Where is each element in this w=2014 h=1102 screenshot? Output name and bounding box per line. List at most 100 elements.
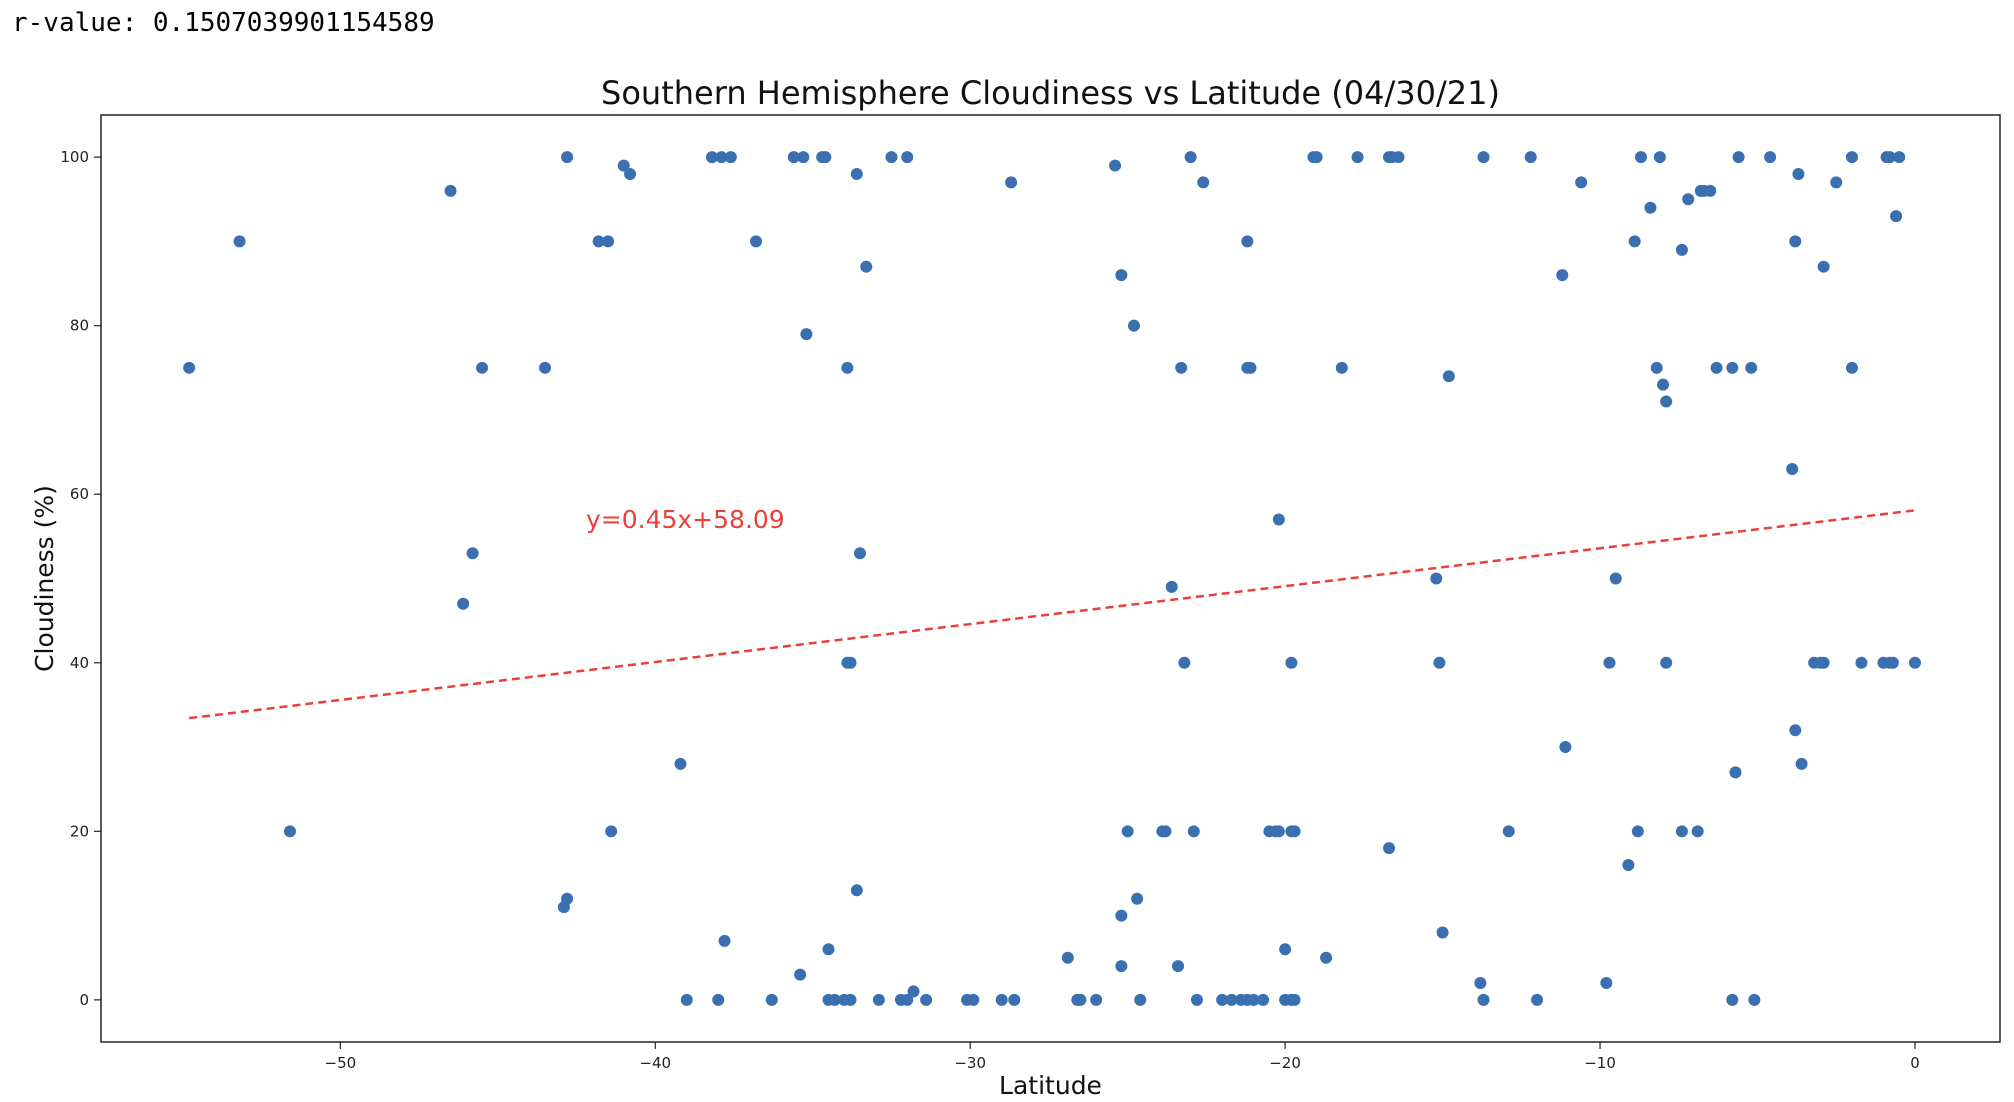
data-point	[787, 151, 800, 164]
data-point	[1430, 572, 1443, 585]
x-tick-label: −50	[325, 1054, 357, 1072]
data-point	[1165, 580, 1178, 593]
data-point	[466, 547, 479, 560]
data-point	[1845, 361, 1858, 374]
data-point	[1474, 977, 1487, 990]
data-point	[1890, 210, 1903, 223]
x-tick-label: −30	[954, 1054, 986, 1072]
data-point	[183, 361, 196, 374]
data-point	[967, 993, 980, 1006]
data-point	[1335, 361, 1348, 374]
data-point	[1351, 151, 1364, 164]
data-point	[1817, 656, 1830, 669]
data-point	[1131, 892, 1144, 905]
data-point	[1628, 235, 1641, 248]
data-point	[1795, 757, 1808, 770]
data-point	[1653, 151, 1666, 164]
data-point	[605, 825, 618, 838]
data-point	[794, 968, 807, 981]
y-tick-label: 60	[70, 485, 89, 503]
data-point	[750, 235, 763, 248]
data-point	[1745, 361, 1758, 374]
x-axis-ticks: −50 −40 −30 −20 −10 0	[325, 1042, 1920, 1072]
data-point	[1559, 741, 1572, 754]
data-point	[1786, 462, 1799, 475]
data-point	[1115, 909, 1128, 922]
data-point	[850, 167, 863, 180]
data-point	[901, 993, 914, 1006]
y-axis-label: Cloudiness (%)	[30, 485, 59, 672]
data-point	[1893, 151, 1906, 164]
data-point	[718, 934, 731, 947]
data-point	[1061, 951, 1074, 964]
data-point	[1115, 960, 1128, 973]
data-point	[1074, 993, 1087, 1006]
data-point	[850, 884, 863, 897]
data-point	[1609, 572, 1622, 585]
data-point	[1115, 269, 1128, 282]
data-point	[1575, 176, 1588, 189]
data-point	[1442, 370, 1455, 383]
data-point	[233, 235, 246, 248]
data-point	[1272, 513, 1285, 526]
data-point	[872, 993, 885, 1006]
y-tick-label: 80	[70, 317, 89, 335]
data-point	[841, 361, 854, 374]
data-point	[1241, 235, 1254, 248]
data-point	[907, 985, 920, 998]
data-point	[1310, 151, 1323, 164]
data-point	[765, 993, 778, 1006]
data-point	[1477, 993, 1490, 1006]
data-point	[1634, 151, 1647, 164]
data-point	[1789, 235, 1802, 248]
data-point	[1184, 151, 1197, 164]
data-point	[712, 993, 725, 1006]
data-point	[1556, 269, 1569, 282]
data-point	[1175, 361, 1188, 374]
data-point	[1244, 361, 1257, 374]
data-point	[1178, 656, 1191, 669]
data-point	[860, 260, 873, 273]
data-point	[1225, 993, 1238, 1006]
data-point	[1600, 977, 1613, 990]
data-point	[1845, 151, 1858, 164]
data-point	[1732, 151, 1745, 164]
data-point	[995, 993, 1008, 1006]
data-point	[1660, 656, 1673, 669]
data-point	[1008, 993, 1021, 1006]
data-point	[1190, 993, 1203, 1006]
data-point	[602, 235, 615, 248]
data-point	[1172, 960, 1185, 973]
data-point	[1121, 825, 1134, 838]
data-point	[1187, 825, 1200, 838]
data-point	[1710, 361, 1723, 374]
data-point	[1005, 176, 1018, 189]
data-point	[1109, 159, 1122, 172]
data-point	[680, 993, 693, 1006]
data-point	[1650, 361, 1663, 374]
data-point	[1216, 993, 1229, 1006]
data-point	[1908, 656, 1921, 669]
data-point	[1285, 656, 1298, 669]
data-point	[283, 825, 296, 838]
data-point	[1691, 825, 1704, 838]
y-tick-label: 0	[79, 991, 89, 1009]
data-point	[539, 361, 552, 374]
data-point	[1657, 378, 1670, 391]
data-point	[705, 151, 718, 164]
data-point	[1288, 993, 1301, 1006]
data-point	[819, 151, 832, 164]
data-point	[797, 151, 810, 164]
data-point	[901, 151, 914, 164]
data-point	[561, 151, 574, 164]
data-point	[1883, 151, 1896, 164]
data-point	[674, 757, 687, 770]
rvalue-output: r-value: 0.1507039901154589	[12, 8, 435, 38]
data-points	[183, 151, 1921, 1006]
data-point	[457, 597, 470, 610]
data-point	[844, 656, 857, 669]
data-point	[1748, 993, 1761, 1006]
data-point	[920, 993, 933, 1006]
data-point	[617, 159, 630, 172]
